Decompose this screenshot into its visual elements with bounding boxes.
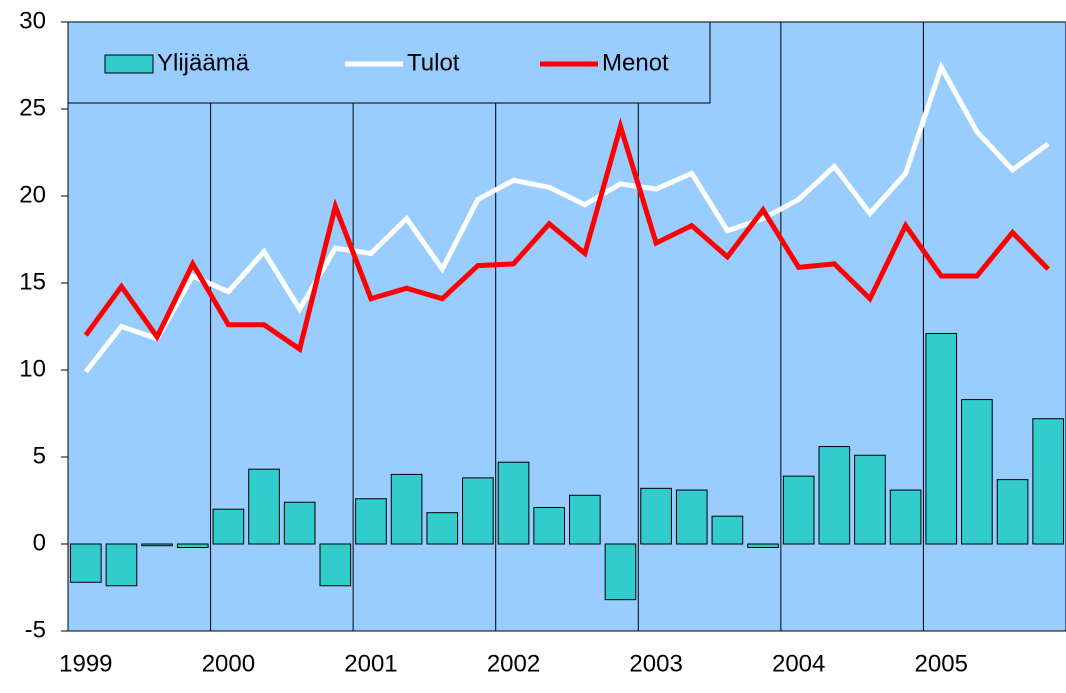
bar <box>390 473 423 545</box>
y-tick-label: 5 <box>33 442 46 469</box>
x-tick-label: 2004 <box>772 650 825 677</box>
bar <box>462 477 494 545</box>
bar <box>711 515 744 545</box>
bar <box>248 468 280 545</box>
bar <box>747 543 779 548</box>
y-tick-label: 25 <box>19 94 46 121</box>
y-tick-label: -5 <box>25 616 46 643</box>
bar <box>141 543 173 547</box>
bar <box>604 543 637 601</box>
x-tick-label: 2003 <box>629 650 682 677</box>
bar <box>854 454 886 545</box>
line <box>83 117 1050 354</box>
bar <box>176 543 209 548</box>
bar <box>818 446 851 545</box>
y-tick-label: 20 <box>19 181 46 208</box>
bar <box>355 498 387 545</box>
bar <box>533 506 566 545</box>
bar <box>675 489 708 545</box>
x-tick-label: 1999 <box>59 650 112 677</box>
y-tick-label: 0 <box>33 529 46 556</box>
bar <box>889 489 922 545</box>
bar <box>925 332 958 545</box>
bar <box>426 512 459 545</box>
legend-swatch <box>104 54 154 74</box>
bar <box>283 501 316 545</box>
x-tick-label: 2000 <box>202 650 255 677</box>
bar <box>69 543 102 583</box>
bar <box>640 487 672 545</box>
y-tick-label: 30 <box>19 7 46 34</box>
bar <box>105 543 138 587</box>
legend-label: Ylijäämä <box>157 49 250 76</box>
x-tick-label: 2002 <box>487 650 540 677</box>
bar <box>782 475 815 545</box>
bar <box>319 543 352 587</box>
y-tick-label: 15 <box>19 268 46 295</box>
legend: Ylijäämä Tulot Menot <box>67 21 711 104</box>
bar <box>996 479 1029 545</box>
x-tick-label: 2005 <box>915 650 968 677</box>
bar <box>568 494 601 545</box>
legend-label: Menot <box>602 49 669 76</box>
line <box>83 61 1050 374</box>
bar <box>1032 418 1065 545</box>
legend-label: Tulot <box>407 49 460 76</box>
bar <box>212 508 245 545</box>
x-tick-label: 2001 <box>344 650 397 677</box>
y-tick-label: 10 <box>19 355 46 382</box>
bar <box>961 399 993 545</box>
bar <box>497 461 530 545</box>
